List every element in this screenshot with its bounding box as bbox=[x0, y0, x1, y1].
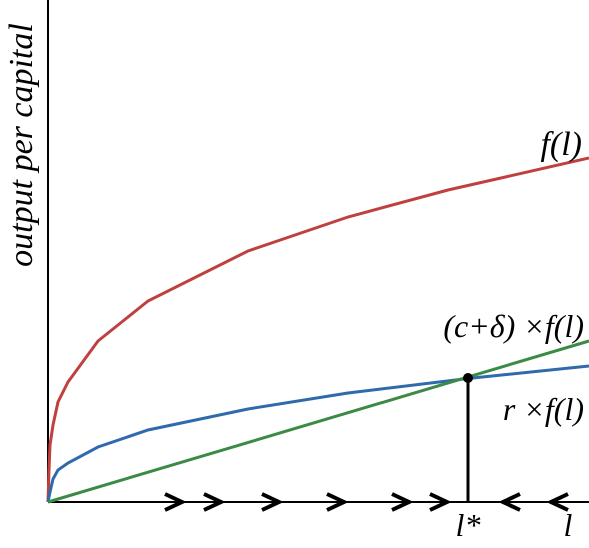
curve-label: (c+δ) ×f(l) bbox=[443, 308, 584, 344]
c-delta-line bbox=[47, 339, 589, 504]
arrow-right bbox=[326, 492, 349, 512]
f-curve bbox=[46, 156, 589, 503]
r-curve bbox=[46, 364, 589, 503]
x-axis-label: l bbox=[564, 507, 573, 543]
steady-state-point bbox=[463, 373, 473, 383]
steady-state-label: l* bbox=[456, 507, 481, 543]
curve-label: f(l) bbox=[540, 126, 582, 163]
y-axis-label: output per capital bbox=[3, 23, 40, 267]
arrow-right bbox=[391, 492, 414, 512]
arrow-right bbox=[203, 492, 226, 512]
arrow-right bbox=[261, 492, 284, 512]
curve-label: r ×f(l) bbox=[503, 391, 584, 427]
arrow-right bbox=[429, 492, 452, 512]
arrow-right bbox=[164, 492, 187, 512]
arrow-left bbox=[546, 492, 569, 512]
arrow-left bbox=[498, 492, 521, 512]
